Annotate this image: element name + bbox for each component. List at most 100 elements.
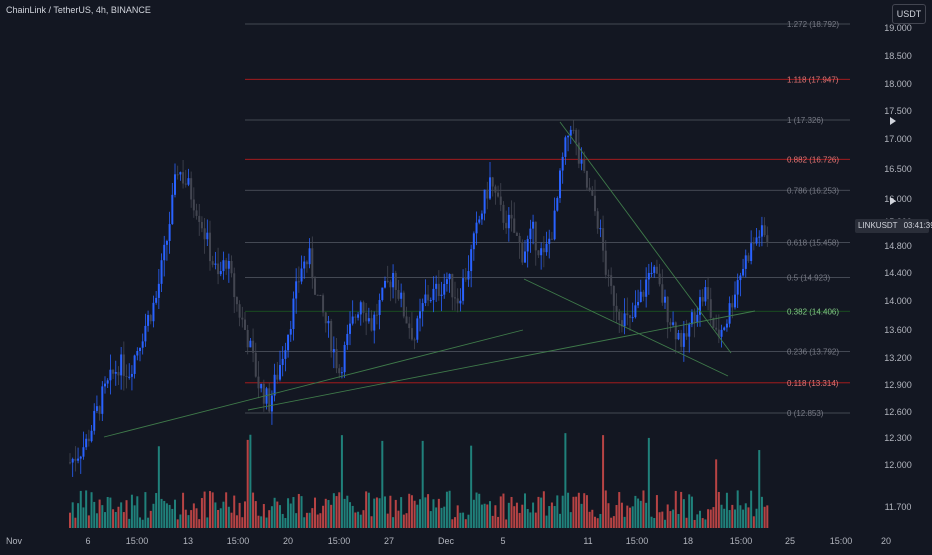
volume-bar	[693, 519, 696, 528]
candle-body	[491, 177, 494, 187]
candle-body	[451, 273, 454, 298]
candle-body	[330, 321, 333, 353]
volume-bar	[720, 504, 723, 528]
volume-bar	[510, 496, 513, 528]
candle-body	[639, 291, 642, 302]
candle-body	[594, 195, 596, 212]
candle-body	[174, 174, 176, 195]
candle-body	[324, 312, 327, 324]
candle-body	[192, 199, 195, 211]
volume-bar	[470, 445, 473, 528]
volume-bar	[747, 507, 750, 528]
candle-body	[734, 294, 736, 308]
y-tick-label: 12.600	[884, 407, 912, 417]
candle-body	[437, 283, 440, 297]
candle-body	[152, 302, 155, 322]
candle-body	[370, 318, 373, 331]
candle-body	[238, 304, 241, 318]
symbol-title: ChainLink / TetherUS, 4h, BINANCE	[6, 5, 151, 15]
x-tick-label: Dec	[438, 536, 455, 546]
volume-bar	[90, 492, 93, 528]
volume-bar	[529, 512, 532, 528]
candle-body	[340, 372, 343, 374]
volume-bar	[246, 439, 249, 528]
volume-bar	[219, 508, 222, 528]
candle-body	[394, 273, 397, 290]
candle-body	[739, 275, 742, 281]
candle-body	[631, 317, 634, 319]
volume-bar	[214, 502, 217, 528]
candle-body	[168, 224, 171, 241]
candle-body	[206, 232, 209, 240]
candle-body	[583, 159, 586, 171]
candle-body	[655, 266, 658, 274]
volume-bar	[346, 495, 349, 528]
candle-body	[448, 273, 451, 280]
candle-body	[319, 295, 322, 297]
volume-bar	[367, 492, 370, 528]
fib-level-label: 0.118 (13.314)	[787, 379, 839, 388]
candle-body	[279, 364, 281, 380]
currency-button[interactable]: USDT	[892, 4, 926, 24]
volume-bar	[491, 515, 494, 528]
volume-bar	[717, 491, 720, 528]
y-tick-label: 16.500	[884, 164, 912, 174]
candle-body	[384, 280, 386, 288]
candle-body	[106, 380, 109, 384]
candle-body	[666, 296, 669, 323]
volume-bar	[515, 502, 518, 528]
volume-bar	[642, 490, 645, 528]
fib-level-label: 1 (17.326)	[787, 116, 824, 125]
candle-body	[580, 159, 583, 164]
candle-body	[585, 170, 588, 188]
volume-bar	[483, 503, 486, 528]
price-arrow-icon[interactable]	[890, 117, 896, 125]
volume-bar	[696, 514, 699, 528]
candle-body	[518, 235, 521, 244]
candle-body	[354, 316, 357, 318]
volume-bar	[292, 497, 295, 528]
volume-bar	[755, 508, 758, 528]
volume-bar	[117, 506, 120, 528]
volume-bar	[268, 510, 271, 528]
candle-body	[532, 221, 535, 229]
candle-body	[645, 279, 648, 297]
candle-body	[569, 129, 572, 136]
candle-body	[758, 236, 761, 238]
candle-body	[82, 447, 85, 457]
volume-bar	[316, 514, 319, 528]
volume-bar	[499, 496, 502, 528]
candle-body	[653, 266, 656, 273]
volume-bar	[712, 507, 715, 528]
volume-bar	[69, 512, 71, 528]
candle-body	[674, 322, 677, 340]
volume-bar	[550, 502, 553, 528]
candle-body	[71, 458, 74, 463]
candle-body	[755, 237, 758, 244]
candle-body	[246, 329, 249, 348]
candle-body	[432, 288, 435, 301]
volume-bar	[227, 506, 230, 528]
candle-body	[712, 317, 715, 328]
x-tick-label: 15:00	[626, 536, 649, 546]
candle-body	[141, 341, 144, 348]
candle-body	[249, 340, 252, 348]
candle-body	[77, 458, 80, 461]
volume-bar	[332, 493, 335, 528]
volume-bar	[760, 496, 763, 528]
volume-bar	[715, 459, 718, 528]
volume-bar	[580, 503, 583, 528]
candle-body	[233, 273, 236, 298]
y-tick-label: 14.800	[884, 241, 912, 251]
candle-body	[147, 315, 150, 326]
candle-body	[122, 354, 125, 376]
volume-bar	[604, 490, 607, 528]
candle-body	[327, 321, 330, 324]
x-tick-label: 15:00	[126, 536, 149, 546]
volume-bar	[324, 498, 327, 528]
candle-body	[537, 250, 540, 256]
candle-body	[413, 339, 416, 341]
price-arrow-icon[interactable]	[890, 197, 896, 205]
